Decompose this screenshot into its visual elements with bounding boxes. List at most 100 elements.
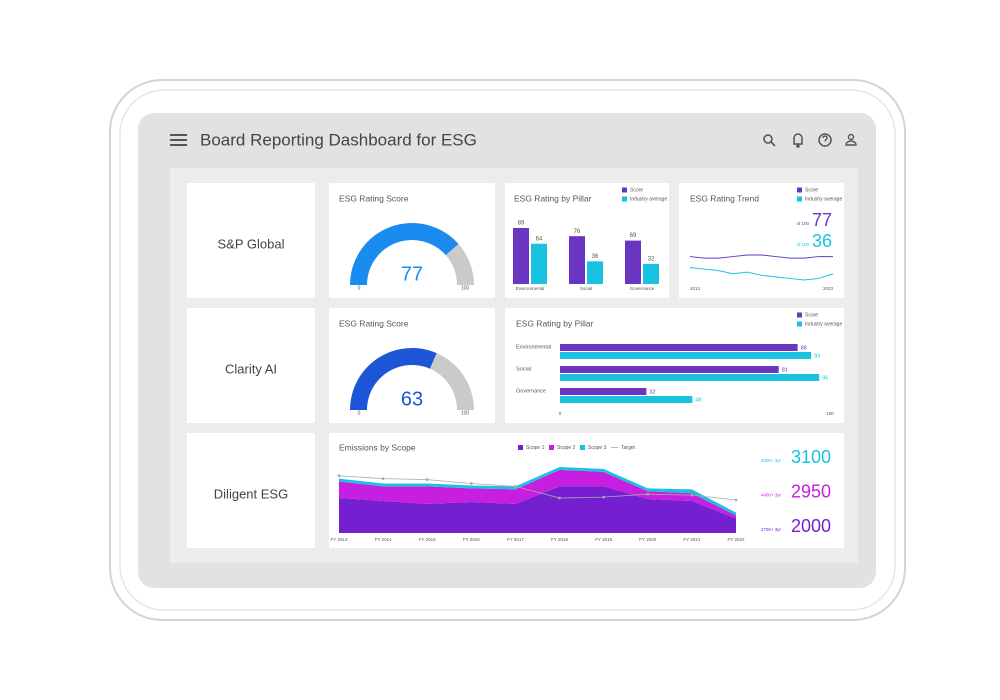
x-tick-label: FY 2018 [551, 537, 568, 542]
bar [587, 261, 603, 284]
bar-value-label: 96 [822, 375, 828, 381]
gauge-value: 77 [401, 263, 423, 285]
trend-line [689, 267, 834, 281]
area-layer [339, 467, 736, 516]
x-tick-label: 2013 [690, 286, 701, 291]
y-tick-label: Governance [516, 388, 546, 394]
x-tick-label: FY 2019 [595, 537, 612, 542]
legend-swatch [549, 445, 554, 450]
gauge-tick-label: 100 [461, 410, 470, 416]
provider-name: Clarity AI [225, 361, 277, 376]
x-tick-label: Governance [630, 286, 655, 291]
bar [560, 352, 812, 359]
bar-value-label: 36 [592, 254, 599, 260]
provider-name: Diligent ESG [214, 486, 288, 501]
bar [560, 388, 647, 395]
x-tick-label: FY 2021 [683, 537, 700, 542]
target-point [514, 485, 517, 488]
tablet-bezel [119, 89, 896, 611]
trend-line [689, 254, 833, 259]
bar-value-label: 69 [630, 233, 637, 239]
legend-label: Score [630, 187, 643, 193]
bar-value-label: 32 [648, 256, 655, 262]
target-point [469, 482, 473, 485]
bar-value-label: 49 [695, 397, 701, 403]
dashboard-title: Board Reporting Dashboard for ESG [200, 130, 477, 149]
current-value-caption: of 100 [796, 242, 809, 247]
target-point [602, 495, 606, 499]
x-tick-label: FY 2017 [507, 537, 524, 542]
target-point [337, 474, 341, 478]
legend-swatch [622, 196, 627, 202]
help-icon[interactable] [818, 133, 832, 147]
bar-value-label: 64 [536, 236, 543, 242]
y-tick-label: Social [516, 366, 531, 372]
legend-label: Score [805, 312, 818, 318]
provider-card [187, 183, 315, 298]
bar-value-label: 81 [782, 367, 788, 373]
x-tick-label: 100 [826, 411, 834, 416]
total-value: 2950 [791, 481, 831, 501]
x-tick-label: FY 2013 [331, 537, 348, 542]
legend-label: Target [621, 445, 636, 451]
current-value: 36 [812, 231, 832, 251]
bar [531, 243, 547, 284]
menu-icon[interactable] [170, 134, 187, 146]
gauge-value: 63 [401, 388, 423, 410]
legend-swatch [518, 445, 523, 450]
gauge-tick-label: 0 [358, 285, 361, 291]
profile-icon[interactable] [845, 133, 857, 146]
legend-swatch [797, 312, 802, 318]
bar-value-label: 89 [518, 221, 525, 227]
total-value: 3100 [791, 447, 831, 467]
notification-icon[interactable] [793, 133, 803, 148]
legend-swatch [797, 196, 802, 202]
legend-label: Industry average [805, 196, 842, 202]
target-point [381, 477, 385, 481]
legend-swatch [580, 445, 585, 450]
x-tick-label: 0 [559, 411, 562, 416]
chart-title: ESG Rating Score [339, 193, 409, 203]
bar-value-label: 32 [649, 389, 655, 395]
legend-label: Industry average [805, 321, 842, 327]
target-point [425, 478, 429, 482]
legend-swatch [797, 321, 802, 327]
bar [560, 396, 693, 403]
y-tick-label: Environmental [516, 344, 551, 350]
provider-card [187, 433, 315, 548]
legend-swatch [797, 187, 802, 193]
gauge-track [445, 243, 474, 285]
x-tick-label: FY 2020 [639, 537, 656, 542]
gauge-value-arc [350, 222, 459, 285]
chart-title: ESG Rating Score [339, 318, 409, 328]
chart-title: Emissions by Scope [339, 442, 416, 452]
x-tick-label: FY 2014 [375, 537, 392, 542]
chart-card [505, 308, 844, 423]
x-tick-label: Environmental [516, 286, 545, 291]
total-value: 2000 [791, 516, 831, 536]
chart-title: ESG Rating Trend [690, 193, 759, 203]
provider-name: S&P Global [218, 236, 285, 251]
bar [569, 236, 585, 284]
legend-label: Scope 2 [557, 445, 576, 451]
area-layer [339, 486, 736, 533]
bar-value-label: 93 [814, 353, 820, 359]
bar-value-label: 76 [574, 229, 581, 235]
legend-label: Score [805, 187, 818, 193]
gauge-value-arc [350, 348, 437, 410]
x-tick-label: FY 2016 [463, 537, 480, 542]
current-value-caption: of 100 [796, 221, 809, 226]
x-tick-label: FY 2015 [419, 537, 436, 542]
bar [560, 374, 820, 381]
provider-card [187, 308, 315, 423]
total-caption: 4000+ 3yr [761, 458, 782, 463]
search-icon[interactable] [763, 134, 776, 147]
gauge-tick-label: 0 [358, 410, 361, 416]
gauge-tick-label: 100 [461, 285, 470, 291]
gauge-track [429, 353, 474, 410]
legend-label: Scope 1 [526, 445, 545, 451]
legend-label: Scope 3 [588, 445, 607, 451]
bar [625, 240, 641, 284]
target-point [646, 492, 650, 496]
